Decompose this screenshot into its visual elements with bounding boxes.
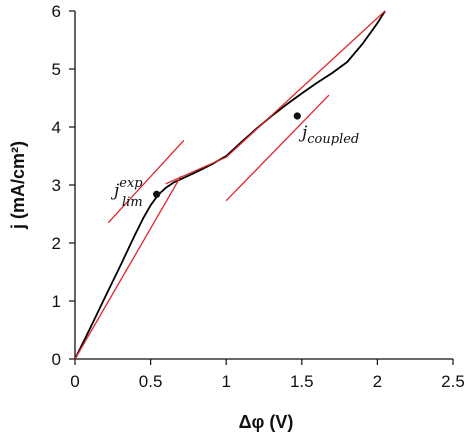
y-tick-label: 4: [52, 118, 61, 137]
marked-point: [293, 112, 301, 120]
y-tick-label: 0: [52, 350, 61, 369]
x-tick-label: 2.5: [441, 372, 465, 391]
x-axis-title: Δφ (V): [239, 412, 294, 432]
tangent-line: [74, 175, 182, 360]
y-tick-label: 5: [52, 60, 61, 79]
y-axis-title: j (mA/cm²): [8, 141, 28, 230]
annotation-jlim-sup: exp: [119, 176, 143, 191]
x-ticks: 0 0.5 1 1.5 2 2.5: [70, 359, 465, 391]
points-layer: [153, 112, 301, 198]
axes: 0 0.5 1 1.5 2 2.5 0 1 2 3 4 5 6: [52, 2, 465, 391]
tangent-line: [225, 94, 330, 202]
series-line: [74, 10, 386, 360]
x-tick-label: 0: [70, 372, 79, 391]
y-ticks: 0 1 2 3 4 5 6: [52, 2, 75, 369]
annotation-layer: jexp lim jcoupled: [110, 123, 359, 210]
annotation-jlim: jexp: [110, 176, 143, 201]
y-tick-label: 3: [52, 176, 61, 195]
annotation-jcoupled-sub: coupled: [307, 132, 359, 147]
tangent-line: [107, 139, 185, 224]
tangent-layer: [74, 10, 386, 360]
x-tick-label: 0.5: [139, 372, 163, 391]
x-tick-label: 2: [373, 372, 382, 391]
annotation-jcoupled: jcoupled: [298, 123, 359, 147]
y-tick-label: 1: [52, 292, 61, 311]
annotation-jlim-sub: lim: [122, 195, 143, 210]
y-tick-label: 2: [52, 234, 61, 253]
y-tick-label: 6: [52, 2, 61, 21]
tangent-line: [165, 10, 386, 185]
x-tick-label: 1: [221, 372, 230, 391]
marked-point: [153, 190, 161, 198]
x-tick-label: 1.5: [290, 372, 314, 391]
series-layer: [74, 10, 386, 360]
